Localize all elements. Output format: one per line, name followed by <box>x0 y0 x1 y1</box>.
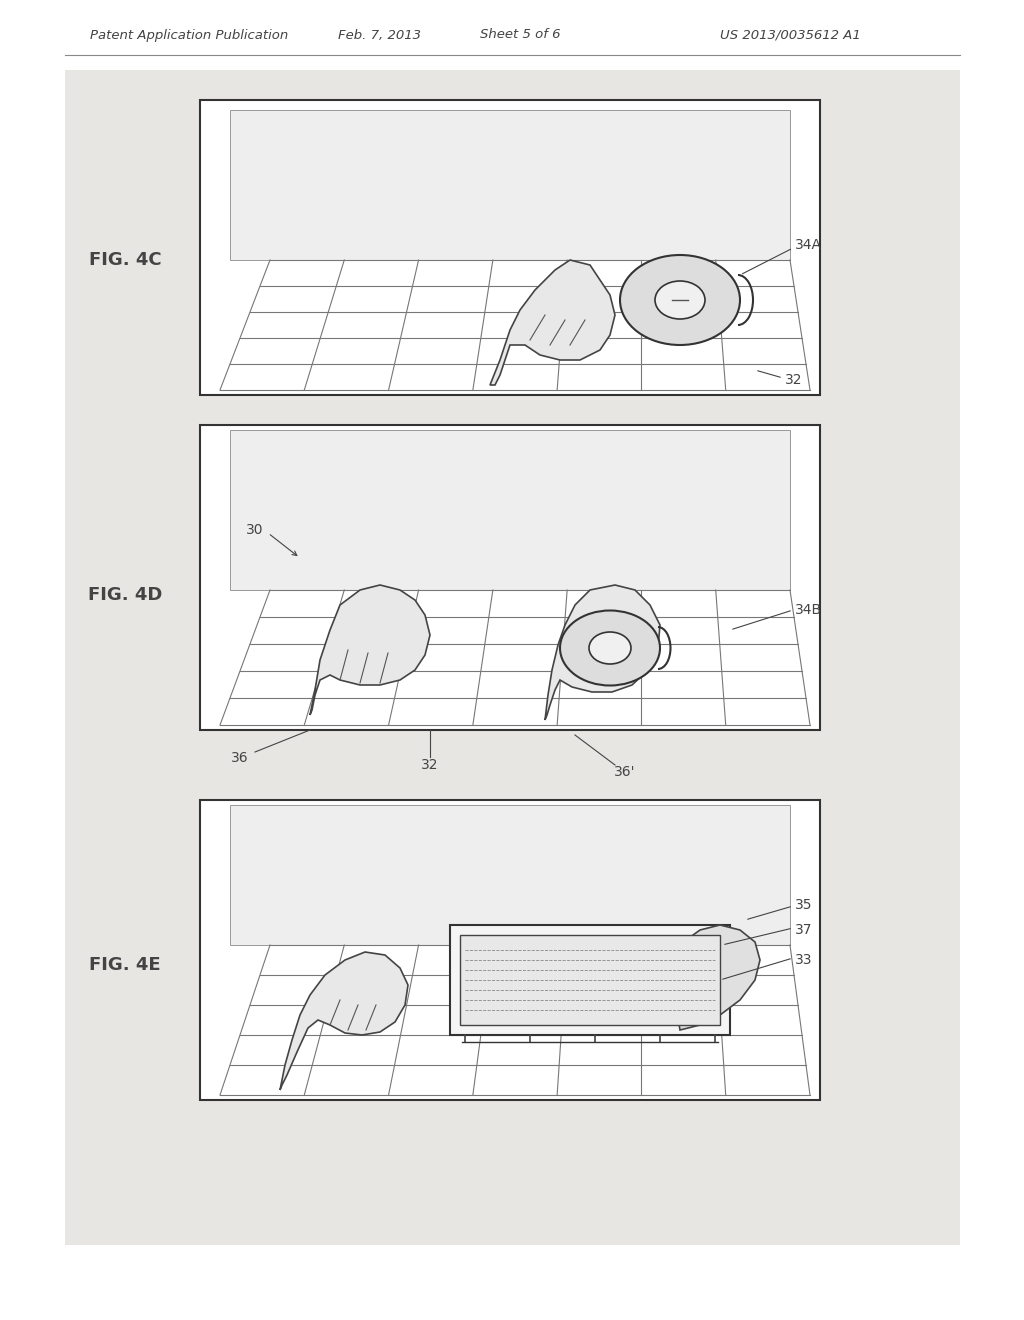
Ellipse shape <box>589 632 631 664</box>
Text: 33: 33 <box>795 953 812 968</box>
Ellipse shape <box>560 610 660 685</box>
Text: 32: 32 <box>785 374 803 387</box>
Text: 30: 30 <box>246 523 264 537</box>
Bar <box>65 70 961 1245</box>
Text: Feb. 7, 2013: Feb. 7, 2013 <box>339 29 422 41</box>
Text: 34B: 34B <box>795 603 822 616</box>
Text: Patent Application Publication: Patent Application Publication <box>90 29 288 41</box>
Ellipse shape <box>655 281 705 319</box>
Ellipse shape <box>620 255 740 345</box>
Text: 37: 37 <box>795 923 812 937</box>
Bar <box>200 100 820 395</box>
Text: 34A: 34A <box>795 238 822 252</box>
Bar <box>200 800 820 1100</box>
Bar <box>200 425 820 730</box>
Text: Sheet 5 of 6: Sheet 5 of 6 <box>480 29 560 41</box>
Bar <box>450 925 730 1035</box>
Polygon shape <box>670 925 760 1030</box>
Bar <box>230 805 790 945</box>
Polygon shape <box>490 260 615 385</box>
Text: 32: 32 <box>421 758 438 772</box>
Text: US 2013/0035612 A1: US 2013/0035612 A1 <box>720 29 861 41</box>
Text: 36: 36 <box>231 751 249 766</box>
Bar <box>230 430 790 590</box>
Text: FIG. 4E: FIG. 4E <box>89 956 161 974</box>
Polygon shape <box>545 585 660 719</box>
Text: 36': 36' <box>614 766 636 779</box>
Text: 35: 35 <box>795 898 812 912</box>
Text: FIG. 4D: FIG. 4D <box>88 586 162 605</box>
Bar <box>230 110 790 260</box>
Text: FIG. 4C: FIG. 4C <box>89 251 162 269</box>
Bar <box>460 935 720 1026</box>
Polygon shape <box>280 952 408 1090</box>
Polygon shape <box>310 585 430 715</box>
